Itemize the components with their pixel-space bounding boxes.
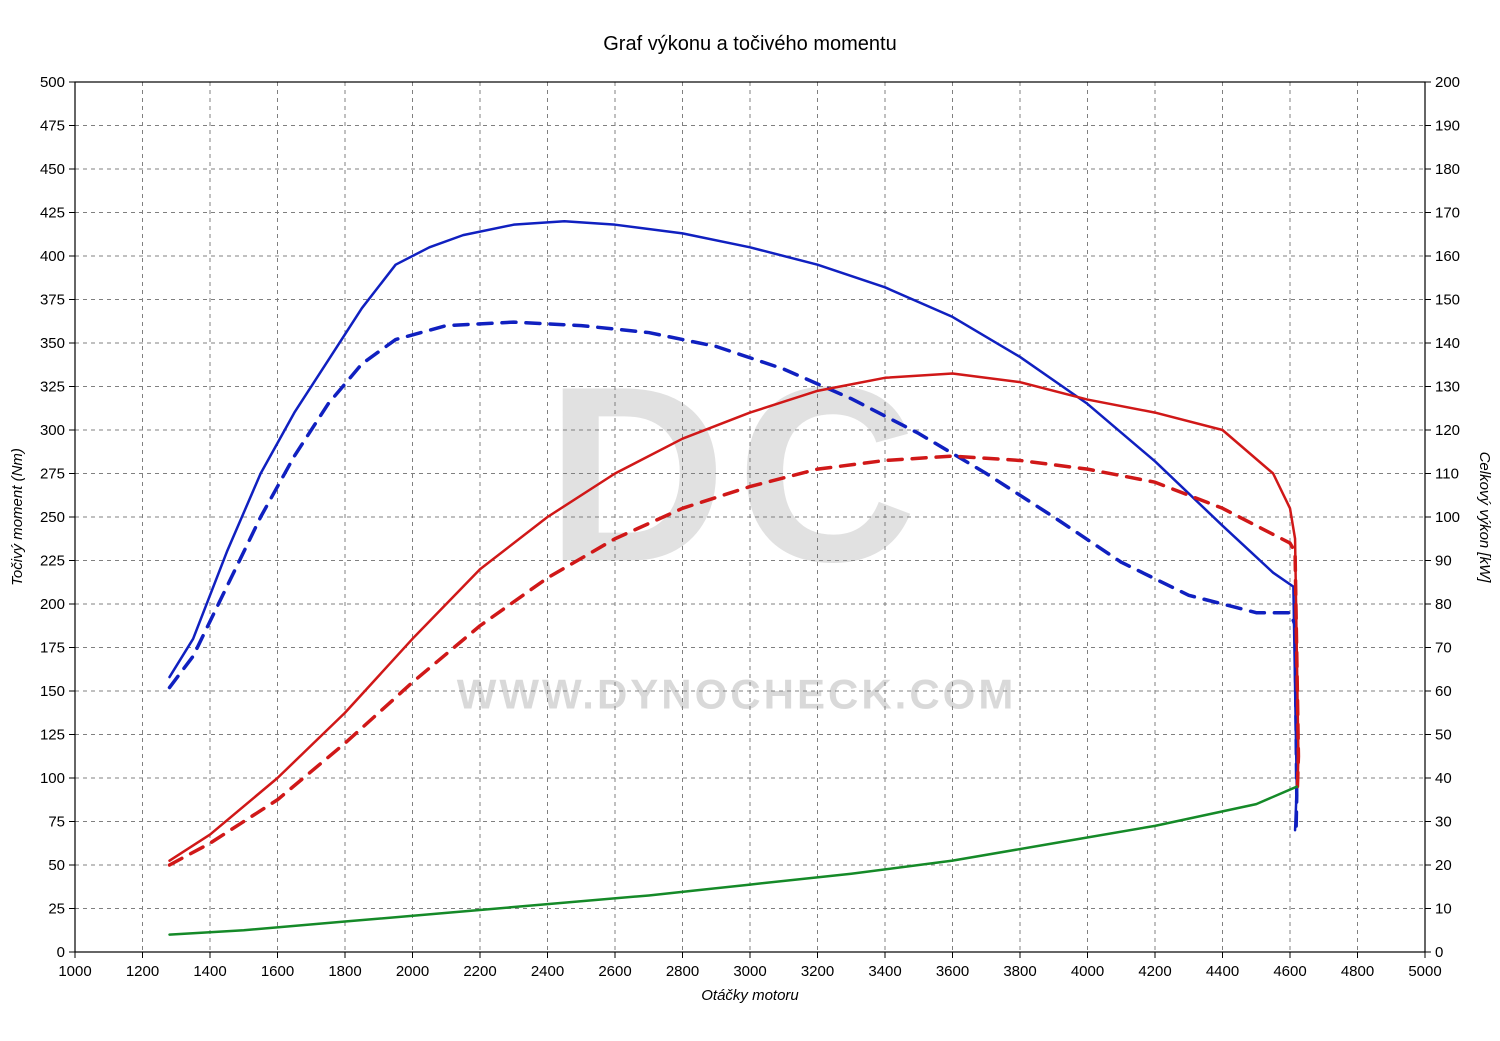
y-left-tick-label: 400: [40, 248, 65, 265]
y-right-tick-label: 190: [1435, 118, 1460, 135]
y-left-tick-label: 0: [57, 944, 65, 961]
x-tick-label: 3600: [936, 963, 969, 980]
y-left-tick-label: 325: [40, 379, 65, 396]
y-left-tick-label: 25: [48, 901, 65, 918]
series-loss_power: [170, 787, 1297, 935]
y-right-tick-label: 20: [1435, 857, 1452, 874]
y-right-tick-label: 110: [1435, 466, 1459, 483]
chart-title: Graf výkonu a točivého momentu: [603, 33, 896, 55]
x-tick-label: 3800: [1003, 963, 1036, 980]
x-tick-label: 1400: [193, 963, 226, 980]
x-tick-label: 1200: [126, 963, 159, 980]
y-right-tick-label: 140: [1435, 335, 1460, 352]
svg-text:WWW.DYNOCHECK.COM: WWW.DYNOCHECK.COM: [457, 670, 1017, 717]
y-left-tick-label: 350: [40, 335, 65, 352]
y-right-tick-label: 40: [1435, 770, 1452, 787]
y-right-tick-label: 50: [1435, 727, 1452, 744]
y-right-axis-label: Celkový výkon [kW]: [1476, 452, 1493, 584]
y-right-tick-label: 160: [1435, 248, 1460, 265]
y-right-tick-label: 90: [1435, 553, 1452, 570]
y-right-tick-label: 130: [1435, 379, 1460, 396]
y-right-tick-label: 200: [1435, 74, 1460, 91]
x-tick-label: 1600: [261, 963, 294, 980]
y-left-ticks: 0 25 50 75 100 125 150 175 200 225 250 275 300 325 350…: [40, 74, 65, 961]
x-tick-label: 4400: [1206, 963, 1239, 980]
y-right-tick-label: 60: [1435, 683, 1452, 700]
y-right-tick-label: 70: [1435, 640, 1452, 657]
x-tick-label: 2000: [396, 963, 429, 980]
y-left-tick-label: 225: [40, 553, 65, 570]
y-right-tick-label: 170: [1435, 205, 1460, 222]
y-right-tick-label: 0: [1435, 944, 1443, 961]
y-left-tick-label: 275: [40, 466, 65, 483]
x-tick-label: 3400: [868, 963, 901, 980]
y-left-tick-label: 450: [40, 161, 65, 178]
y-right-tick-label: 150: [1435, 292, 1460, 309]
y-left-tick-label: 425: [40, 205, 65, 222]
y-right-ticks: 0 10 20 30 40 50 60 70 80 90 100 110 120 130 140 150 160…: [1435, 74, 1460, 961]
x-tick-label: 4600: [1273, 963, 1306, 980]
watermark: DCWWW.DYNOCHECK.COM: [457, 335, 1017, 718]
x-tick-label: 2600: [598, 963, 631, 980]
y-left-tick-label: 475: [40, 118, 65, 135]
x-tick-label: 2400: [531, 963, 564, 980]
x-tick-label: 3000: [733, 963, 766, 980]
x-tick-label: 3200: [801, 963, 834, 980]
x-tick-label: 2800: [666, 963, 699, 980]
x-tick-label: 4800: [1341, 963, 1374, 980]
x-tick-label: 4000: [1071, 963, 1104, 980]
y-left-tick-label: 200: [40, 596, 65, 613]
dyno-chart: Graf výkonu a točivého momentu DCWWW.DYN…: [0, 0, 1500, 1041]
x-axis-label: Otáčky motoru: [701, 987, 799, 1004]
x-tick-label: 1800: [328, 963, 361, 980]
x-tick-label: 4200: [1138, 963, 1171, 980]
y-left-tick-label: 50: [48, 857, 65, 874]
y-right-tick-label: 10: [1435, 901, 1452, 918]
x-tick-label: 1000: [58, 963, 91, 980]
y-right-tick-label: 100: [1435, 509, 1460, 526]
y-left-tick-label: 125: [40, 727, 65, 744]
y-left-tick-label: 100: [40, 770, 65, 787]
y-right-tick-label: 180: [1435, 161, 1460, 178]
x-tick-label: 2200: [463, 963, 496, 980]
y-right-tick-label: 30: [1435, 814, 1452, 831]
y-right-tick-label: 80: [1435, 596, 1452, 613]
y-left-tick-label: 175: [40, 640, 65, 657]
y-left-tick-label: 150: [40, 683, 65, 700]
y-left-tick-label: 500: [40, 74, 65, 91]
y-left-axis-label: Točivý moment (Nm): [9, 448, 26, 586]
x-tick-label: 5000: [1408, 963, 1441, 980]
y-right-tick-label: 120: [1435, 422, 1460, 439]
y-left-tick-label: 250: [40, 509, 65, 526]
y-left-tick-label: 375: [40, 292, 65, 309]
y-left-tick-label: 75: [48, 814, 65, 831]
y-left-tick-label: 300: [40, 422, 65, 439]
x-ticks: 1000 1200 1400 1600 1800 2000 2200 2400 2600 2800…: [58, 963, 1441, 980]
